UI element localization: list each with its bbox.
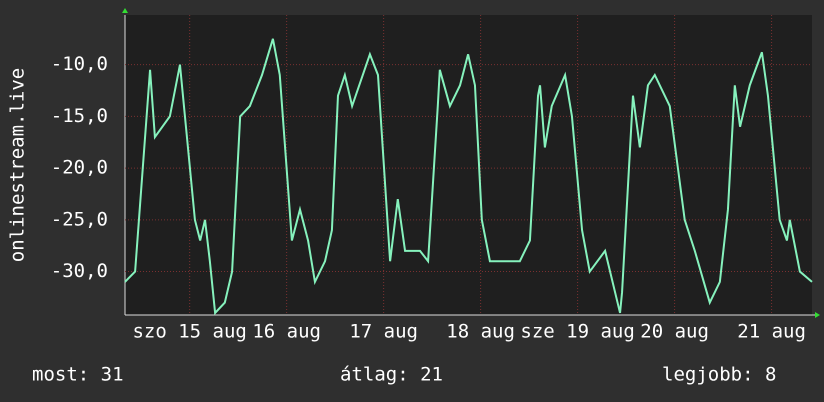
x-tick-label: szo 15 aug [132, 321, 246, 343]
footer-average: átlag: 21 [340, 364, 443, 386]
x-axis-arrow [815, 312, 820, 318]
footer-best: legjobb: 8 [662, 364, 776, 386]
footer-current: most: 31 [32, 364, 124, 386]
x-tick-label: 21 aug [737, 321, 806, 343]
x-tick-label: 20 aug [640, 321, 709, 343]
x-tick-label: 16 aug [252, 321, 321, 343]
y-axis-arrow [122, 8, 128, 13]
y-tick-label: -25,0 [51, 208, 108, 230]
x-tick-label: 18 aug [446, 321, 515, 343]
x-tick-label: 17 aug [349, 321, 418, 343]
y-tick-label: -20,0 [51, 157, 108, 179]
y-tick-label: -10,0 [51, 53, 108, 75]
x-tick-label: sze 19 aug [520, 321, 634, 343]
data-line [124, 38, 813, 316]
y-axis-label: onlinestream.live [7, 68, 29, 262]
y-tick-label: -15,0 [51, 105, 108, 127]
y-tick-label: -30,0 [51, 260, 108, 282]
